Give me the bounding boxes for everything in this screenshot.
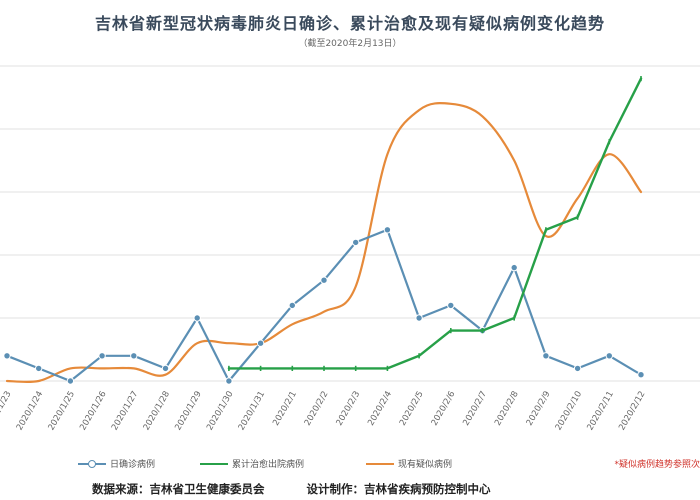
- x-tick-label: 2020/2/8: [493, 390, 521, 428]
- legend-swatch-suspected: [366, 462, 394, 465]
- x-tick-label: 2020/2/1: [271, 390, 299, 428]
- x-tick-label: 2020/2/3: [335, 390, 363, 428]
- data-point-daily-confirmed: [573, 364, 582, 373]
- x-tick-label: 2020/2/6: [430, 390, 458, 428]
- x-tick-label: 2020/1/25: [47, 390, 77, 433]
- data-point-daily-confirmed: [288, 301, 296, 310]
- data-point-daily-confirmed: [447, 301, 455, 310]
- chart-subtitle: （截至2020年2月13日）: [298, 39, 402, 49]
- data-point-daily-confirmed: [98, 352, 106, 360]
- legend-item-suspected: 现有疑似病例: [366, 457, 452, 470]
- data-point-daily-confirmed: [130, 352, 138, 360]
- data-point-daily-confirmed: [605, 352, 613, 360]
- legend-swatch-daily-confirmed: [78, 459, 106, 468]
- x-tick-label: 2020/2/11: [585, 390, 615, 433]
- series-line-cumulative-cured: [227, 77, 643, 370]
- data-point-daily-confirmed: [415, 314, 423, 322]
- data-point-daily-confirmed: [383, 226, 392, 234]
- x-tick-label: 2020/1/23: [0, 390, 14, 433]
- legend-label-daily-confirmed: 日确诊病例: [110, 460, 156, 470]
- x-tick-label: 2020/2/10: [554, 390, 584, 433]
- data-point-daily-confirmed: [193, 314, 201, 322]
- x-tick-label: 2020/2/7: [461, 390, 489, 428]
- data-point-daily-confirmed: [161, 364, 170, 373]
- data-point-daily-confirmed: [637, 371, 645, 379]
- x-tick-label: 2020/1/31: [237, 390, 267, 433]
- footer: 数据来源：吉林省卫生健康委员会 设计制作：吉林省疾病预防控制中心: [92, 481, 491, 497]
- x-tick-label: 2020/1/29: [173, 390, 203, 433]
- data-point-daily-confirmed: [542, 352, 550, 360]
- x-tick-label: 2020/1/27: [110, 390, 140, 433]
- data-point-daily-confirmed: [225, 377, 233, 385]
- data-point-daily-confirmed: [3, 352, 11, 360]
- x-tick-label: 2020/2/9: [525, 390, 553, 428]
- data-point-daily-confirmed: [320, 276, 328, 284]
- chart-title: 吉林省新型冠状病毒肺炎日确诊、累计治愈及现有疑似病例变化趋势: [94, 14, 605, 33]
- legend-label-cumulative-cured: 累计治愈出院病例: [232, 460, 305, 470]
- x-tick-label: 2020/2/4: [366, 390, 394, 428]
- footer-design-label: 设计制作：: [306, 482, 365, 496]
- x-tick-label: 2020/1/30: [205, 390, 235, 433]
- data-point-daily-confirmed: [510, 263, 518, 272]
- data-point-daily-confirmed: [66, 377, 75, 385]
- x-tick-label: 2020/2/12: [617, 390, 647, 433]
- footer-design-value: 吉林省疾病预防控制中心: [364, 482, 491, 496]
- footer-source-label: 数据来源：: [92, 482, 150, 496]
- legend-label-suspected: 现有疑似病例: [398, 460, 453, 470]
- chart-legend: 日确诊病例 累计治愈出院病例 现有疑似病例: [78, 457, 700, 473]
- footer-source-value: 吉林省卫生健康委员会: [149, 482, 265, 496]
- legend-swatch-cumulative-cured: [200, 462, 228, 465]
- x-tick-label: 2020/1/28: [142, 390, 172, 433]
- data-point-daily-confirmed: [256, 339, 265, 347]
- x-tick-label: 2020/2/5: [398, 390, 426, 428]
- data-point-daily-confirmed: [352, 238, 360, 247]
- series-line-suspected: [5, 102, 643, 384]
- x-tick-label: 2020/1/24: [15, 390, 45, 433]
- suspected-trend-note: *疑似病例趋势参照次: [614, 460, 700, 470]
- legend-item-daily-confirmed: 日确诊病例: [78, 457, 155, 470]
- legend-item-cumulative-cured: 累计治愈出院病例: [200, 457, 304, 470]
- data-point-daily-confirmed: [35, 364, 43, 373]
- x-tick-label: 2020/1/26: [78, 390, 108, 433]
- x-tick-label: 2020/2/2: [303, 390, 331, 428]
